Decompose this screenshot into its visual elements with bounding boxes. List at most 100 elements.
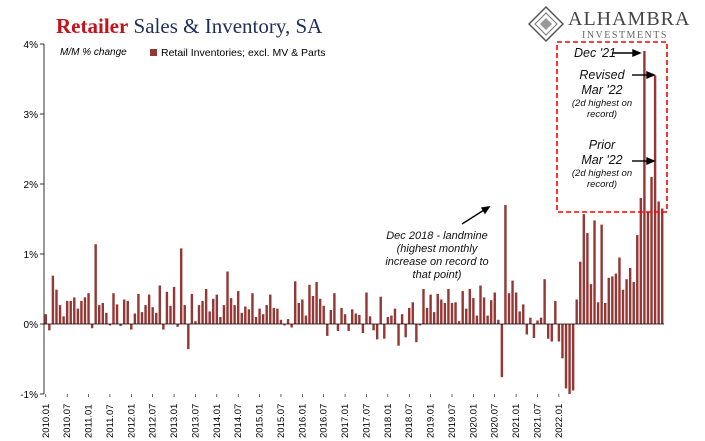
- bar: [465, 308, 468, 324]
- bar: [493, 292, 496, 324]
- x-tick-label: 2011.07: [105, 404, 116, 438]
- x-tick-label: 2016.01: [297, 404, 308, 438]
- bar: [525, 324, 529, 335]
- bar: [450, 303, 454, 324]
- bar: [397, 324, 400, 346]
- dec2018-line4: that point): [412, 269, 462, 281]
- arrow-dec2018-head: [480, 206, 491, 215]
- bar: [201, 300, 204, 324]
- bar: [543, 279, 546, 324]
- bar: [639, 198, 643, 324]
- bar: [108, 324, 112, 326]
- bar: [73, 297, 76, 324]
- bar: [489, 300, 493, 324]
- bar: [546, 324, 550, 339]
- bar: [222, 305, 226, 324]
- bar-series: [44, 51, 664, 394]
- bar: [80, 300, 83, 324]
- bar: [112, 293, 115, 324]
- x-tick-label: 2015.07: [276, 404, 287, 438]
- x-tick-label: 2019.07: [447, 404, 458, 438]
- bar: [432, 312, 436, 324]
- bar: [272, 307, 276, 324]
- bar: [436, 293, 439, 324]
- bar: [440, 299, 443, 324]
- x-tick-label: 2021.01: [511, 404, 522, 438]
- x-tick-label: 2011.01: [84, 404, 95, 438]
- annotation-dec-2018: Dec 2018 - landmine (highest monthly inc…: [378, 230, 496, 282]
- bar: [265, 305, 268, 324]
- bar: [144, 305, 147, 324]
- bar: [661, 208, 664, 324]
- bar: [115, 304, 119, 324]
- bar: [51, 275, 55, 324]
- bar: [279, 319, 283, 324]
- bar: [579, 261, 582, 324]
- bar: [261, 314, 265, 324]
- x-tick-label: 2010.01: [41, 404, 52, 438]
- bar: [443, 303, 447, 324]
- x-tick-label: 2015.01: [255, 404, 266, 438]
- bar: [365, 292, 368, 324]
- bar: [564, 324, 568, 389]
- bar: [596, 302, 600, 324]
- bar: [311, 296, 315, 324]
- bar: [603, 303, 607, 324]
- bar: [340, 307, 343, 324]
- arrow-dec2018: [461, 209, 485, 225]
- bar: [229, 298, 233, 324]
- bar: [293, 281, 297, 324]
- bar: [286, 319, 290, 324]
- bar: [375, 324, 379, 340]
- logo-name: ALHAMBRA: [568, 8, 691, 30]
- bar: [247, 309, 251, 324]
- x-tick-label: 2014.07: [233, 404, 244, 438]
- bar: [628, 268, 632, 324]
- bar: [215, 294, 219, 324]
- bar: [561, 324, 564, 359]
- bar: [539, 317, 543, 324]
- bar: [105, 312, 108, 324]
- bar: [301, 299, 304, 324]
- bar: [500, 324, 504, 378]
- bar: [208, 311, 211, 324]
- bar: [479, 285, 482, 324]
- annotation-arrows: [461, 48, 656, 225]
- x-tick-label: 2017.07: [361, 404, 372, 438]
- bar: [244, 306, 247, 324]
- bar: [536, 320, 539, 324]
- bar: [557, 324, 561, 342]
- bar: [336, 324, 340, 331]
- arrow-revised-head: [646, 70, 656, 80]
- bar: [358, 314, 361, 324]
- bar: [162, 324, 165, 330]
- bar: [457, 321, 461, 324]
- bar: [304, 315, 308, 324]
- bar: [322, 305, 325, 324]
- bar: [550, 324, 553, 342]
- revised-line1: Revised: [579, 68, 625, 82]
- x-tick-label: 2012.01: [126, 404, 137, 438]
- x-tick-label: 2016.07: [319, 404, 330, 438]
- chart-title-accent: Retailer: [56, 14, 129, 38]
- bar: [197, 305, 201, 324]
- bar: [122, 299, 126, 324]
- bar: [497, 319, 500, 324]
- bar: [408, 307, 411, 324]
- bar: [58, 305, 62, 324]
- bar: [529, 317, 532, 324]
- bar: [653, 75, 657, 324]
- bar: [461, 291, 464, 324]
- bar: [511, 280, 514, 324]
- y-tick-label: -1%: [20, 390, 38, 401]
- bar: [169, 305, 172, 324]
- bar: [383, 324, 386, 339]
- bar: [137, 293, 140, 324]
- bar: [632, 282, 635, 324]
- y-axis: -1% 0% 1% 2% 3% 4%: [20, 40, 45, 401]
- bar: [94, 244, 97, 324]
- bar: [130, 324, 133, 330]
- bar: [400, 314, 404, 324]
- x-tick-label: 2013.01: [169, 404, 180, 438]
